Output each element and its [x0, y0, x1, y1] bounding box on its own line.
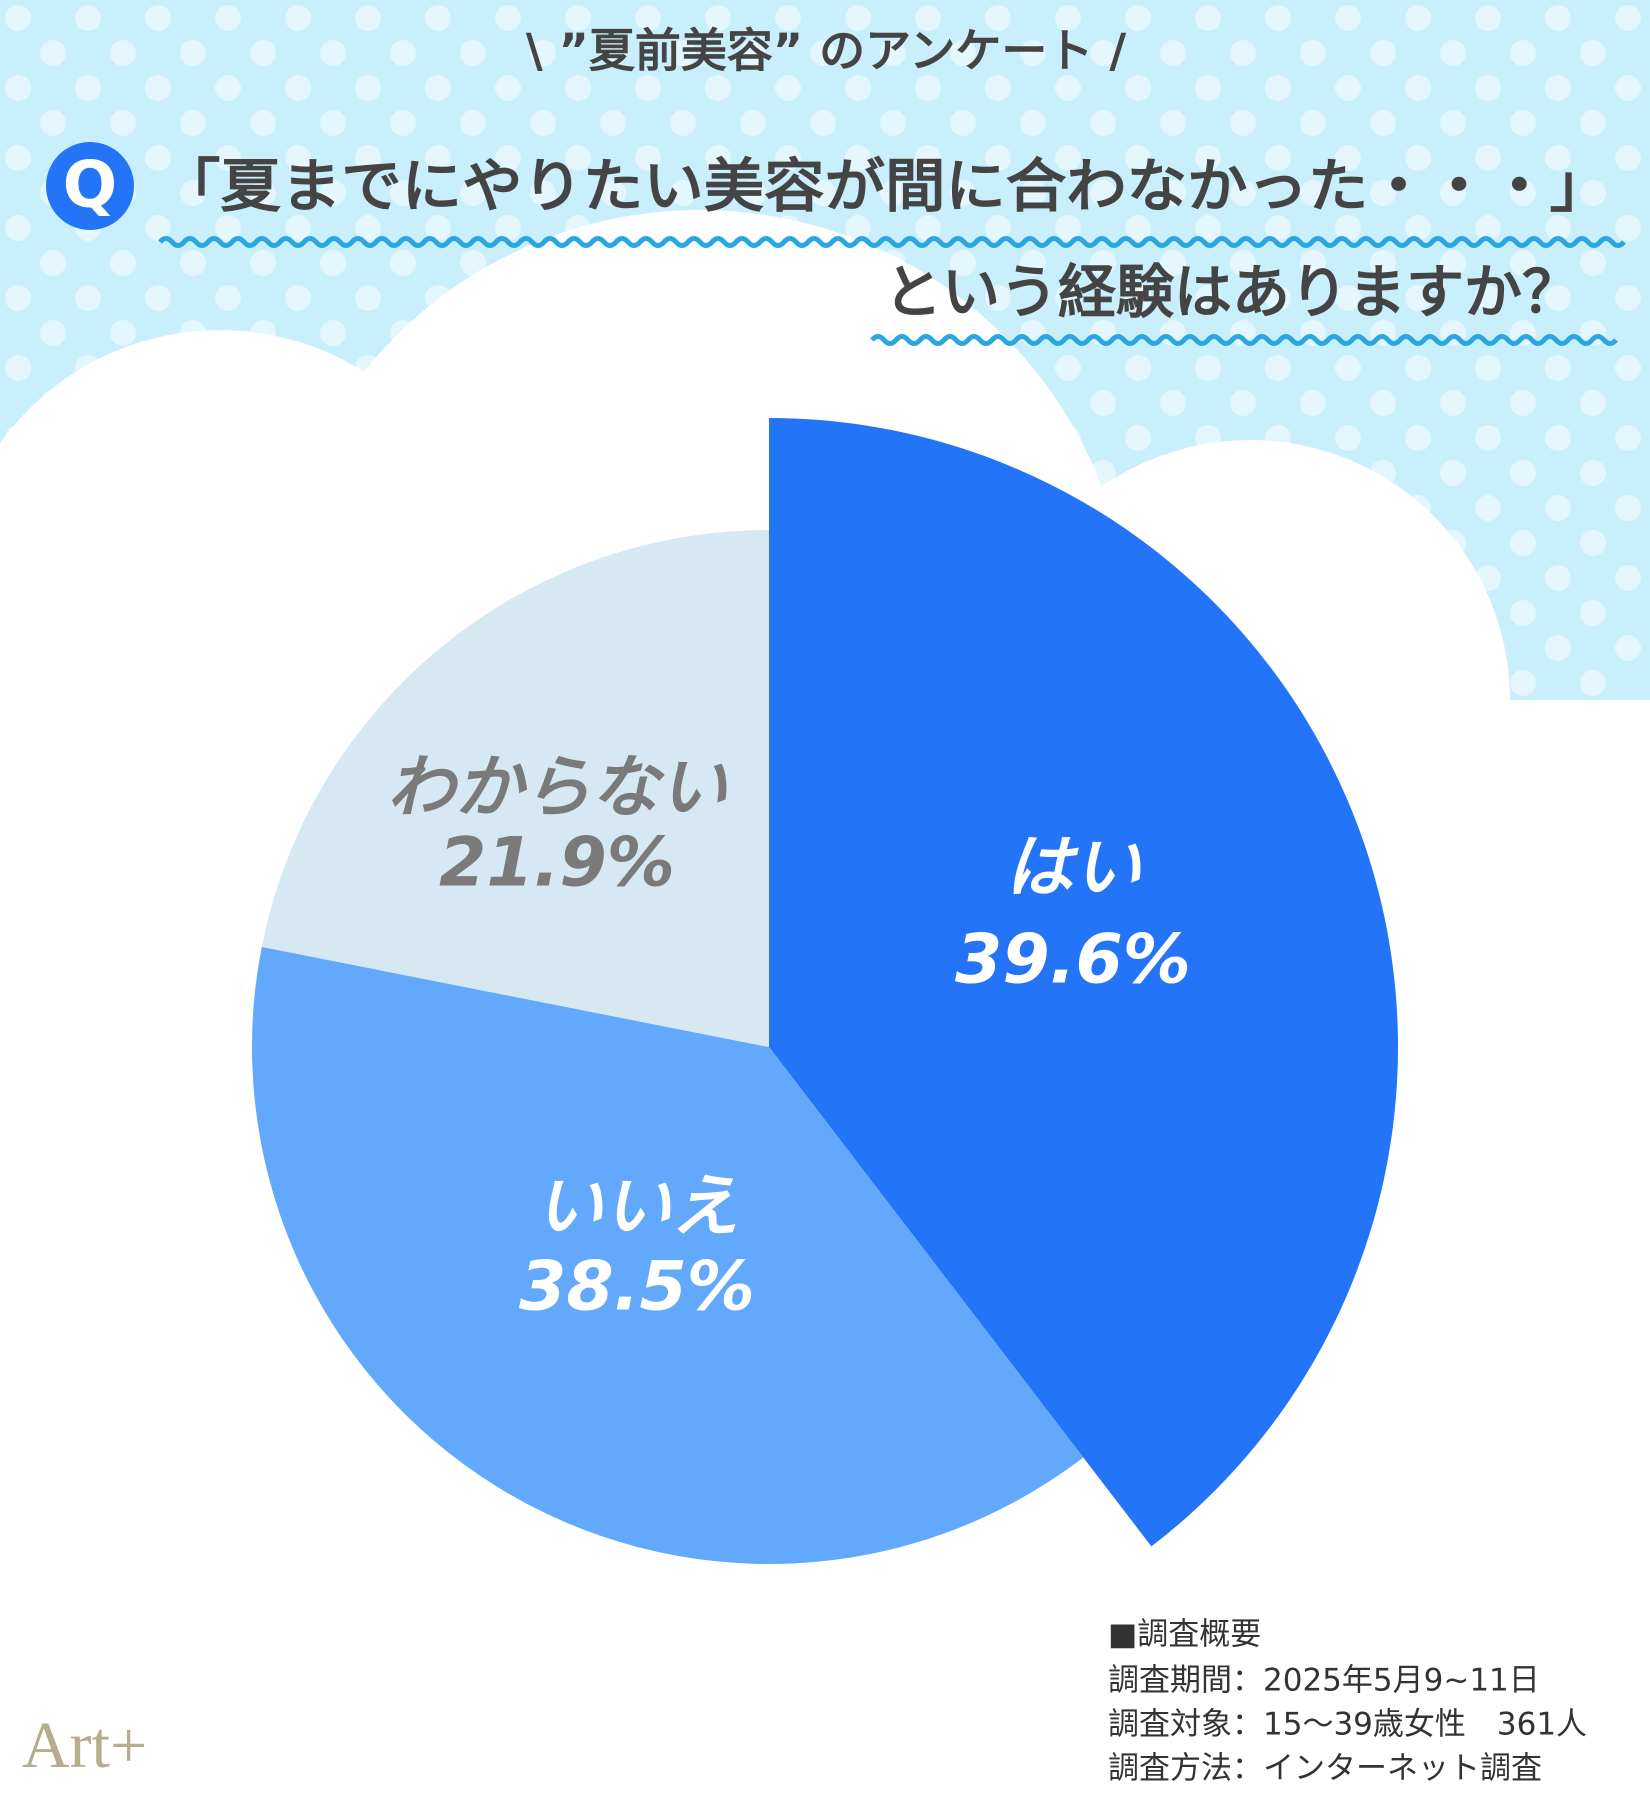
header: \ ”夏前美容” のアンケート / [526, 24, 1126, 78]
survey-line: 調査対象：15～39歳女性 361人 [1108, 1707, 1587, 1743]
survey-line: 調査期間：2025年5月9~11日 [1108, 1663, 1540, 1699]
slice-label: いいえ [535, 1168, 739, 1247]
survey-line: 調査方法：インターネット調査 [1108, 1751, 1542, 1787]
pie-slice [251, 946, 1084, 1564]
survey-heading: ■調査概要 [1108, 1617, 1261, 1653]
q-icon: Q [46, 142, 134, 230]
pie-slice [769, 418, 1398, 1547]
value-label: 39.6% [955, 921, 1191, 1000]
question-line: 「夏までにやりたい美容が間に合わなかった・・・」 [160, 152, 1610, 220]
wavy-underline [870, 334, 1618, 346]
value-label: 38.5% [519, 1248, 755, 1327]
pie-slice [261, 530, 769, 1047]
slice-label: わからない [387, 749, 727, 828]
slice-label: はい [1005, 829, 1141, 908]
wavy-underline [158, 236, 1626, 248]
value-label: 21.9% [439, 824, 675, 903]
question-line: という経験はありますか？ [884, 258, 1580, 326]
logo: Art+ [22, 1709, 147, 1782]
q-mark: Q [63, 149, 117, 223]
